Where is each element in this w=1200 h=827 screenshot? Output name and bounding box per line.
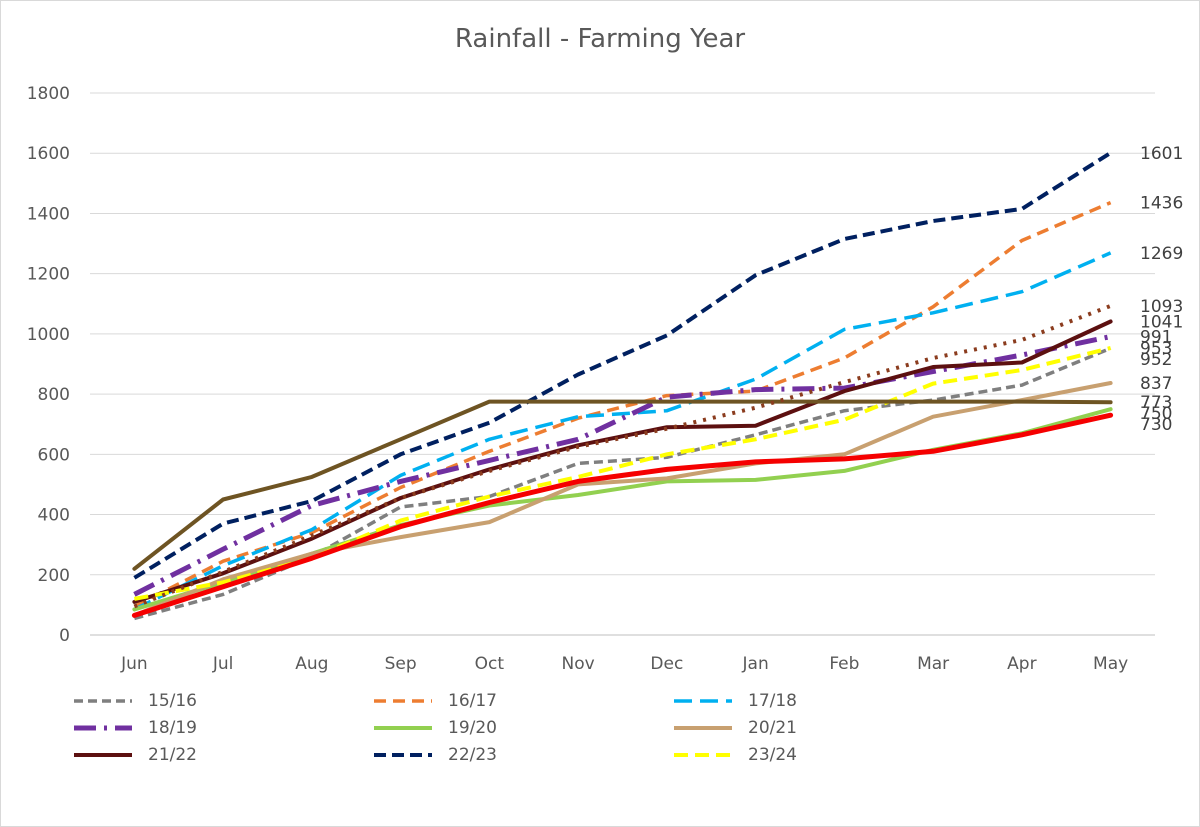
legend-item-15-16: 15/16 [70, 690, 197, 712]
x-axis-ticks: Jun Jul Aug Sep Oct Nov Dec Jan Feb Mar Apr May [120, 654, 1128, 674]
y-tick-label: 1400 [27, 204, 70, 224]
legend-item-20-21: 20/21 [670, 717, 797, 739]
legend-swatch [674, 753, 732, 757]
end-value-label: 1601 [1140, 144, 1183, 164]
x-tick-label: Dec [650, 654, 683, 674]
legend-item-21-22: 21/22 [70, 744, 197, 766]
series-line-23-24 [134, 346, 1112, 601]
series-line-18-19 [133, 334, 1112, 597]
end-value-label: 1269 [1140, 244, 1183, 264]
x-tick-label: Sep [385, 654, 417, 674]
legend-label: 23/24 [748, 745, 797, 765]
x-tick-label: Feb [829, 654, 859, 674]
x-tick-label: Aug [295, 654, 328, 674]
x-tick-label: Jun [120, 654, 148, 674]
legend-swatch [374, 753, 432, 757]
y-tick-label: 0 [59, 626, 70, 646]
x-tick-label: Apr [1007, 654, 1036, 674]
x-tick-label: May [1093, 654, 1128, 674]
legend-swatch [374, 699, 432, 703]
legend-swatch [74, 699, 132, 703]
x-tick-label: Jan [742, 654, 769, 674]
legend-item-16-17: 16/17 [370, 690, 497, 712]
gridlines [90, 92, 1155, 636]
legend-label: 17/18 [748, 691, 797, 711]
legend-item-18-19: 18/19 [70, 717, 197, 739]
y-tick-label: 200 [38, 566, 70, 586]
y-tick-label: 1000 [27, 325, 70, 345]
legend-swatch [74, 725, 132, 731]
y-tick-label: 600 [38, 445, 70, 465]
end-value-label: 1436 [1140, 194, 1183, 214]
y-tick-label: 800 [38, 385, 70, 405]
x-tick-label: Jul [212, 654, 234, 674]
end-value-label: 952 [1140, 350, 1172, 370]
legend-swatch [374, 726, 432, 730]
legend-label: 19/20 [448, 718, 497, 738]
end-value-label: 1093 [1140, 297, 1183, 317]
legend-label: 22/23 [448, 745, 497, 765]
y-tick-label: 1800 [27, 84, 70, 104]
end-value-label: 730 [1140, 415, 1172, 435]
legend-swatch [74, 753, 132, 757]
legend-item-23-24: 23/24 [670, 744, 797, 766]
legend-item-19-20: 19/20 [370, 717, 497, 739]
series-line-22-23 [133, 151, 1112, 580]
y-axis-ticks: 0 200 400 600 800 1000 1200 1400 1600 1800 [27, 84, 70, 646]
legend-label: 16/17 [448, 691, 497, 711]
legend-item-22-23: 22/23 [370, 744, 497, 766]
legend-item-17-18: 17/18 [670, 690, 797, 712]
end-value-label: 991 [1140, 328, 1172, 348]
x-tick-label: Nov [562, 654, 595, 674]
series-line-20-21 [132, 381, 1113, 618]
series-line-unnamed-10 [132, 399, 1113, 571]
legend-swatch [674, 699, 732, 703]
legend-swatch [674, 726, 732, 730]
end-value-label: 773 [1140, 393, 1172, 413]
series-lines [131, 151, 1114, 621]
series-line-16-17 [133, 200, 1112, 608]
legend-label: 20/21 [748, 718, 797, 738]
end-value-label: 953 [1140, 339, 1172, 359]
legend-label: 21/22 [148, 745, 197, 765]
end-value-label: 1041 [1140, 313, 1183, 333]
series-line-21-22 [132, 319, 1113, 604]
y-tick-label: 1600 [27, 144, 70, 164]
series-line-unnamed-9 [131, 412, 1114, 618]
y-tick-label: 1200 [27, 265, 70, 285]
x-tick-label: Oct [475, 654, 505, 674]
legend-label: 15/16 [148, 691, 197, 711]
legend-label: 18/19 [148, 718, 197, 738]
end-value-label: 750 [1140, 404, 1172, 424]
x-tick-label: Mar [917, 654, 949, 674]
chart-title: Rainfall - Farming Year [454, 24, 746, 54]
y-tick-label: 400 [38, 506, 70, 526]
end-value-label: 837 [1140, 374, 1172, 394]
series-line-17-18 [133, 251, 1112, 611]
